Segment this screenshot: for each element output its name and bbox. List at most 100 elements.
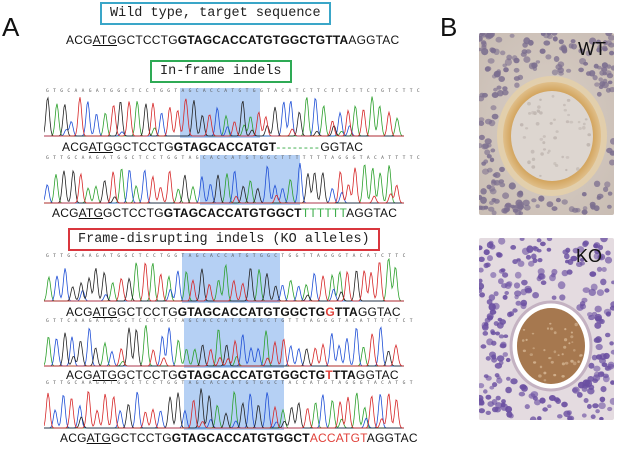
base-calls: G T T G C A A G A T G G C T C C T G G T … bbox=[46, 156, 421, 161]
nucleus bbox=[553, 118, 556, 121]
nucleus bbox=[489, 244, 496, 250]
nucleus bbox=[532, 347, 535, 350]
nucleus bbox=[586, 71, 592, 76]
micrograph-wt-image bbox=[479, 33, 614, 215]
nucleus bbox=[527, 160, 531, 165]
nucleus bbox=[500, 402, 506, 408]
nucleus bbox=[564, 361, 569, 365]
nucleus bbox=[479, 400, 485, 406]
nucleus bbox=[514, 295, 519, 300]
nucleus bbox=[566, 98, 571, 102]
target-sequence: GTAGCACCATGTGGCT bbox=[163, 206, 302, 220]
nucleus bbox=[571, 341, 574, 343]
nucleus bbox=[548, 395, 556, 401]
nucleus bbox=[557, 414, 563, 419]
nucleus bbox=[563, 103, 566, 107]
nucleus bbox=[542, 141, 546, 145]
nucleus bbox=[545, 54, 552, 60]
nucleus bbox=[604, 181, 611, 188]
nucleus bbox=[522, 136, 527, 139]
base-calls: G T T C A A G A T G G C T C C T G G T A … bbox=[46, 319, 414, 324]
nucleus bbox=[539, 137, 544, 141]
target-sequence: GTAGCACCATGTGGCT bbox=[171, 431, 310, 445]
seq-post: AGGTAC bbox=[366, 431, 418, 445]
chromatogram-ko-2: G T T C A A G A T G G C T C C T G G T A … bbox=[44, 318, 412, 368]
nucleus bbox=[583, 61, 589, 66]
seq-pre: ACG bbox=[66, 368, 93, 382]
nucleus bbox=[586, 143, 591, 147]
nucleus bbox=[581, 413, 587, 418]
nucleus bbox=[581, 192, 587, 197]
nucleus bbox=[483, 322, 489, 327]
trace-T-channel bbox=[44, 333, 404, 367]
nucleus bbox=[479, 282, 485, 290]
nucleus bbox=[491, 340, 497, 346]
nucleus bbox=[589, 37, 597, 45]
nucleus bbox=[498, 238, 506, 245]
chromatogram-inframe-1: G T G C A A G A T G G C T C C T G G T A … bbox=[44, 88, 420, 138]
nucleus bbox=[532, 292, 539, 299]
nucleus bbox=[555, 398, 561, 404]
nucleus bbox=[579, 261, 585, 266]
nucleus bbox=[589, 271, 597, 277]
nucleus bbox=[539, 397, 546, 404]
nucleus bbox=[601, 81, 609, 89]
nucleus bbox=[543, 379, 547, 382]
nucleus bbox=[493, 172, 501, 178]
nucleus bbox=[502, 192, 510, 199]
inframe-2-sequence: ACGATGGCTCCTGGTAGCACCATGTGGCTTTTTTTAGGTA… bbox=[52, 206, 397, 220]
nucleus bbox=[576, 392, 583, 398]
nucleus bbox=[548, 356, 552, 360]
nucleus bbox=[592, 403, 599, 409]
nucleus bbox=[609, 341, 614, 346]
nucleus bbox=[598, 77, 603, 82]
nucleus bbox=[551, 268, 558, 276]
trace-A-channel bbox=[44, 96, 404, 137]
nucleus bbox=[579, 257, 585, 262]
trace-svg bbox=[44, 162, 404, 204]
nucleus bbox=[587, 133, 591, 137]
nucleus bbox=[553, 56, 560, 62]
nucleus bbox=[493, 291, 499, 297]
nucleus bbox=[561, 401, 568, 408]
nucleus bbox=[483, 159, 489, 164]
nucleus bbox=[506, 376, 511, 381]
nucleus bbox=[482, 168, 489, 175]
nucleus bbox=[514, 290, 522, 297]
nucleus bbox=[521, 279, 528, 286]
nucleus bbox=[553, 331, 557, 335]
nucleus bbox=[561, 353, 564, 356]
nucleus bbox=[479, 95, 485, 102]
nucleus bbox=[531, 198, 537, 203]
nucleus bbox=[498, 179, 505, 184]
nucleus bbox=[559, 46, 564, 51]
nucleus bbox=[610, 349, 614, 355]
nucleus bbox=[479, 134, 485, 141]
nucleus bbox=[491, 357, 498, 363]
nucleus bbox=[479, 117, 485, 122]
seq-post: AGGTAC bbox=[346, 206, 398, 220]
nucleus bbox=[498, 278, 504, 285]
nucleus bbox=[549, 322, 552, 325]
nucleus bbox=[489, 157, 495, 163]
nucleus bbox=[603, 308, 612, 316]
nucleus bbox=[607, 191, 613, 196]
nucleus bbox=[564, 328, 567, 331]
nucleus bbox=[553, 350, 557, 354]
nucleus bbox=[531, 165, 536, 169]
nucleus bbox=[539, 365, 543, 369]
nucleus bbox=[513, 76, 520, 81]
micrograph-ko: KO bbox=[479, 238, 614, 420]
nucleus bbox=[486, 33, 494, 39]
seq-mid: GCTCCTG bbox=[117, 368, 178, 382]
nucleus bbox=[603, 186, 609, 192]
nucleus bbox=[575, 207, 581, 213]
nucleus bbox=[503, 334, 509, 338]
seq-pre: ACG bbox=[66, 305, 93, 319]
nucleus bbox=[534, 399, 541, 406]
nucleus bbox=[607, 406, 613, 412]
nucleus bbox=[570, 39, 576, 44]
nucleus bbox=[530, 149, 535, 154]
nucleus bbox=[519, 123, 524, 127]
nucleus bbox=[491, 210, 497, 215]
